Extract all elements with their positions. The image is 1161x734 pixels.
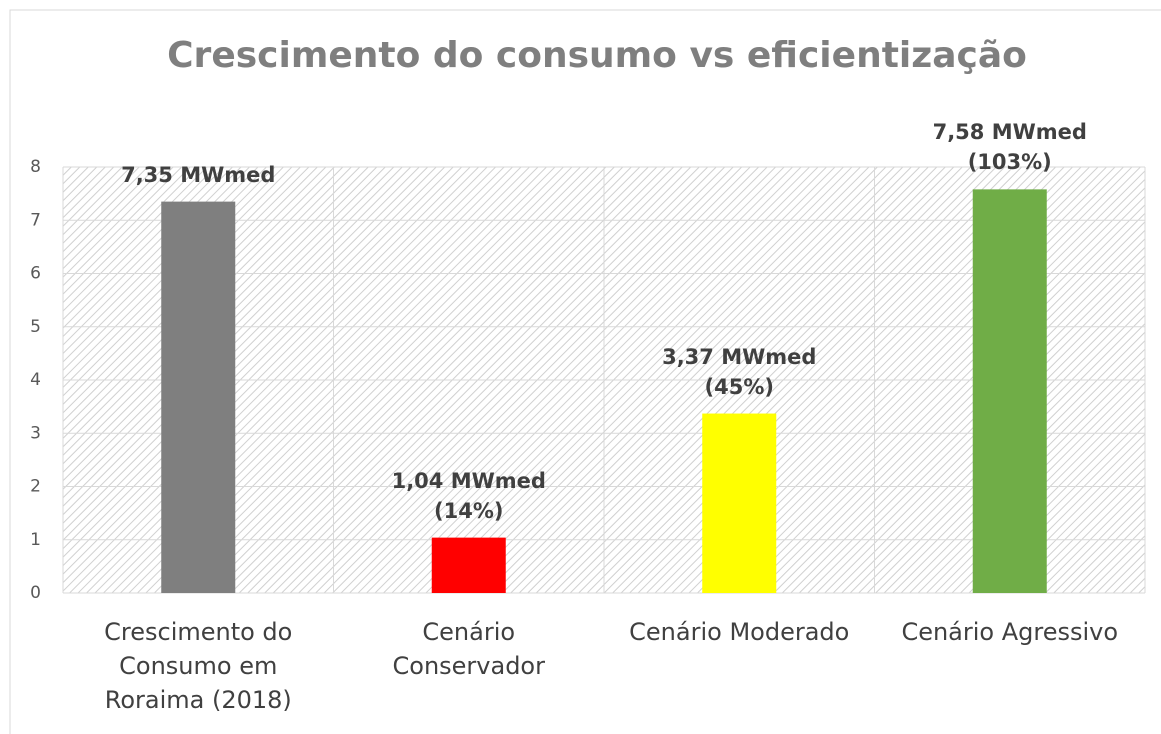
bar xyxy=(702,413,777,593)
y-tick-label: 8 xyxy=(30,157,41,177)
data-label: 7,35 MWmed xyxy=(121,162,276,187)
data-label: 3,37 MWmed (45%) xyxy=(662,344,817,399)
x-tick-label: Cenário Moderado xyxy=(629,618,850,646)
bar xyxy=(972,189,1047,594)
x-tick-label: Crescimento do Consumo em Roraima (2018) xyxy=(104,618,293,714)
y-tick-label: 1 xyxy=(30,530,41,550)
chart-border xyxy=(9,9,1161,734)
bar xyxy=(161,201,236,594)
x-tick-label: Cenário Agressivo xyxy=(901,618,1119,646)
y-tick-label: 7 xyxy=(30,210,41,230)
y-tick-label: 5 xyxy=(30,317,41,337)
data-label: 7,58 MWmed (103%) xyxy=(932,120,1087,175)
y-tick-label: 0 xyxy=(30,583,41,603)
y-tick-label: 6 xyxy=(30,264,41,284)
y-tick-label: 2 xyxy=(30,477,41,497)
y-tick-label: 3 xyxy=(30,423,41,443)
x-tick-label: Cenário Conservador xyxy=(392,618,545,680)
bar xyxy=(431,537,506,593)
data-label: 1,04 MWmed (14%) xyxy=(391,468,546,523)
chart-title: Crescimento do consumo vs eficientização xyxy=(167,35,1027,76)
y-tick-label: 4 xyxy=(30,370,41,390)
